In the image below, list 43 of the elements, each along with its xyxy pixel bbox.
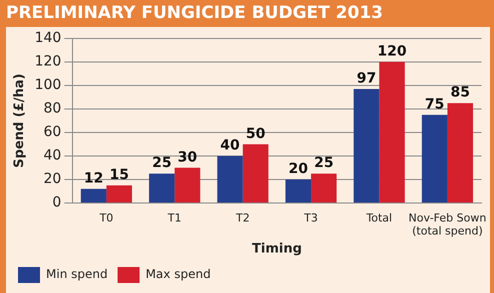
data-label: 12: [84, 170, 104, 187]
bar: [242, 144, 268, 202]
bar: [354, 88, 380, 202]
bar: [311, 174, 337, 202]
x-tick-label: T2: [234, 211, 250, 224]
data-label: 120: [377, 44, 407, 60]
x-tick-label: Nov-Feb Sown (total spend): [408, 211, 486, 238]
chart-title: PRELIMINARY FUNGICIDE BUDGET 2013: [0, 0, 494, 27]
y-tick-label: 20: [43, 171, 62, 188]
data-label: 85: [450, 84, 470, 101]
data-label: 25: [152, 155, 172, 172]
x-tick-label: Total: [365, 211, 392, 224]
data-label: 40: [220, 138, 240, 154]
x-tick-label: T3: [303, 211, 318, 224]
data-label: 20: [288, 161, 308, 178]
bar: [106, 185, 132, 202]
y-tick-label: 140: [34, 30, 62, 46]
y-tick-label: 40: [43, 148, 62, 164]
bar: [217, 156, 243, 202]
bar: [379, 62, 405, 202]
legend-label: Min spend: [46, 267, 108, 282]
data-label: 25: [314, 155, 334, 172]
bar: [149, 174, 175, 202]
data-label: 97: [356, 70, 376, 87]
data-label: 50: [246, 126, 266, 142]
data-label: 15: [109, 167, 129, 184]
x-tick-label: T0: [98, 211, 114, 224]
y-tick-label: 100: [34, 77, 62, 94]
y-tick-label: 60: [43, 124, 62, 140]
data-label: 30: [178, 149, 198, 166]
legend-label: Max spend: [146, 267, 211, 282]
bar: [80, 188, 106, 202]
bar: [174, 168, 200, 202]
y-axis-title: Spend (£/ha): [12, 74, 28, 168]
bar: [422, 114, 448, 202]
bar: [447, 103, 474, 202]
x-axis-title: Timing: [252, 242, 302, 257]
data-label: 75: [424, 96, 444, 112]
bar: [285, 179, 312, 202]
y-tick-label: 120: [34, 54, 62, 70]
y-tick-label: 0: [52, 194, 62, 211]
y-tick-label: 80: [43, 100, 62, 117]
x-tick-label: T1: [166, 211, 182, 224]
